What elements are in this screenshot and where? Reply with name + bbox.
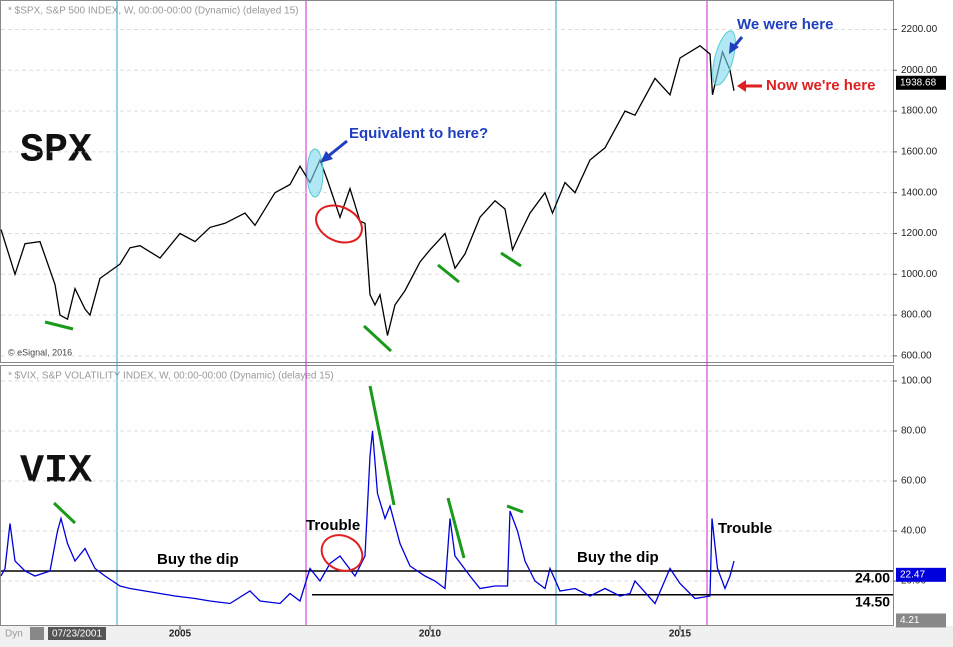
annotation: Trouble bbox=[718, 520, 772, 537]
x-tick-label: 2015 bbox=[669, 629, 692, 640]
panel-label: SPX bbox=[20, 129, 92, 174]
arrow-head bbox=[320, 151, 333, 163]
red-ellipse bbox=[320, 534, 364, 572]
x-tick-label: 2010 bbox=[419, 629, 442, 640]
value-box bbox=[896, 613, 946, 628]
arrow-head bbox=[729, 42, 739, 54]
annotation: Trouble bbox=[306, 517, 360, 534]
green-marks bbox=[44, 251, 524, 559]
y-tick-label: 100.00 bbox=[901, 376, 932, 387]
y-tick-label: 800.00 bbox=[901, 310, 932, 321]
green-mark bbox=[368, 385, 396, 506]
annotation: Buy the dip bbox=[157, 551, 239, 568]
annotation: Equivalent to here? bbox=[349, 125, 488, 142]
value-box-label: 22.47 bbox=[900, 569, 925, 580]
source: © eSignal, 2016 bbox=[8, 347, 72, 357]
y-tick-label: 2200.00 bbox=[901, 24, 938, 35]
panel-header: * $SPX, S&P 500 INDEX, W, 00:00-00:00 (D… bbox=[8, 6, 299, 17]
green-mark bbox=[446, 497, 466, 559]
panel-label: VIX bbox=[20, 450, 92, 495]
icon[interactable] bbox=[30, 627, 44, 640]
value-box bbox=[896, 75, 946, 90]
cyan-ellipse bbox=[712, 30, 736, 86]
cyan-ellipse bbox=[306, 148, 324, 198]
y-tick-label: 40.00 bbox=[901, 526, 926, 537]
y-tick-label: 1600.00 bbox=[901, 147, 938, 158]
green-mark bbox=[506, 504, 524, 514]
annotation: We were here bbox=[737, 16, 833, 33]
green-mark bbox=[500, 251, 522, 268]
y-tick-label: 1400.00 bbox=[901, 187, 938, 198]
footer-date: 07/23/2001 bbox=[52, 629, 102, 640]
date-box bbox=[48, 627, 106, 640]
green-mark bbox=[437, 263, 460, 284]
x-tick-label: 2005 bbox=[169, 629, 192, 640]
annotation: Now we're here bbox=[766, 77, 875, 94]
y-tick-label: 80.00 bbox=[901, 426, 926, 437]
red-ellipse bbox=[315, 204, 363, 244]
value-box-label: 1938.68 bbox=[900, 77, 937, 88]
arrows bbox=[320, 36, 762, 163]
y-tick-label: 1200.00 bbox=[901, 228, 938, 239]
panel-frame bbox=[0, 0, 894, 363]
y-tick-label: 600.00 bbox=[901, 351, 932, 362]
level-label: 24.00 bbox=[855, 570, 890, 586]
annotation: Buy the dip bbox=[577, 549, 659, 566]
y-tick-label: 1000.00 bbox=[901, 269, 938, 280]
green-mark bbox=[52, 501, 77, 525]
footer-mode: Dyn bbox=[5, 629, 23, 640]
x-axis-strip bbox=[0, 626, 953, 647]
green-mark bbox=[44, 320, 74, 331]
y-tick-label: 2000.00 bbox=[901, 65, 938, 76]
panel-frame bbox=[0, 365, 894, 626]
y-tick-label: 60.00 bbox=[901, 476, 926, 487]
value-box bbox=[896, 567, 946, 582]
y-tick-label: 1800.00 bbox=[901, 106, 938, 117]
price-line bbox=[0, 430, 735, 605]
value-box-label: 4.21 bbox=[900, 615, 920, 626]
price-line bbox=[0, 45, 735, 336]
panel-header: * $VIX, S&P VOLATILITY INDEX, W, 00:00-0… bbox=[8, 371, 334, 382]
level-label: 14.50 bbox=[855, 593, 890, 609]
green-mark bbox=[362, 324, 393, 353]
arrow-head bbox=[737, 80, 746, 92]
